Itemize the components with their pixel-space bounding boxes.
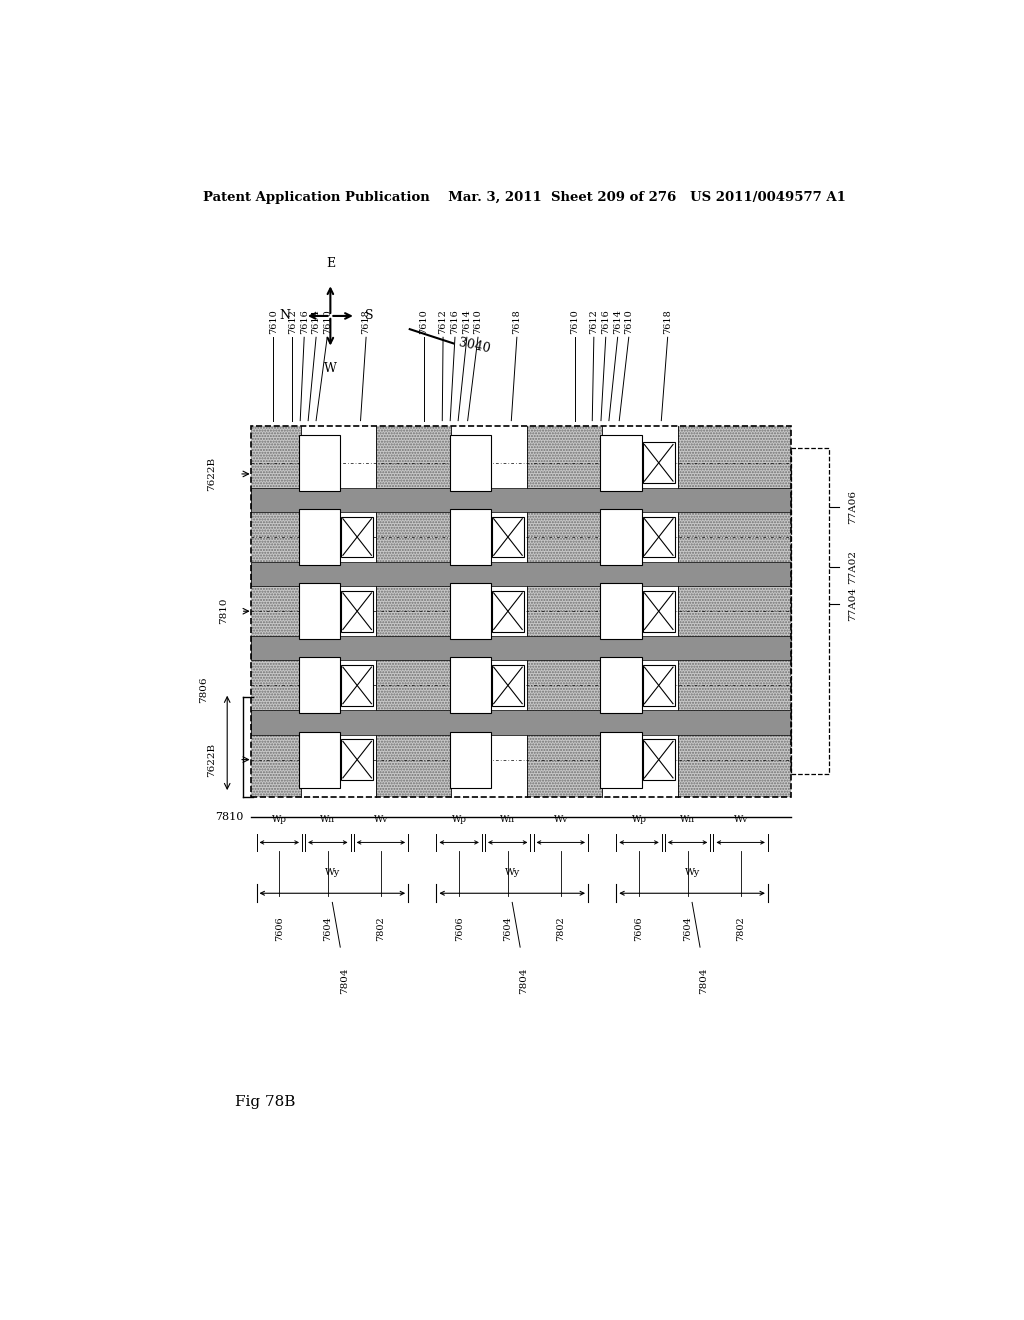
Bar xyxy=(341,739,373,780)
Bar xyxy=(299,434,340,491)
Bar xyxy=(341,516,373,557)
Text: 7614: 7614 xyxy=(311,309,321,334)
Text: Wy: Wy xyxy=(684,869,699,876)
Bar xyxy=(450,657,490,713)
Text: 7616: 7616 xyxy=(601,309,610,334)
Bar xyxy=(251,636,791,660)
Bar xyxy=(643,665,675,706)
Bar xyxy=(251,426,791,797)
Text: 7606: 7606 xyxy=(455,916,464,941)
Text: 7610: 7610 xyxy=(570,309,580,334)
Text: Fig 78B: Fig 78B xyxy=(236,1094,296,1109)
Text: 7610: 7610 xyxy=(420,309,428,334)
Bar xyxy=(341,665,373,706)
Text: N: N xyxy=(280,309,291,322)
Text: S: S xyxy=(366,309,374,322)
Text: 7610: 7610 xyxy=(268,309,278,334)
Bar xyxy=(299,510,340,565)
Text: 7804: 7804 xyxy=(519,968,528,994)
Bar xyxy=(493,665,524,706)
Text: 7604: 7604 xyxy=(324,916,333,941)
Text: 7612: 7612 xyxy=(288,309,297,334)
Bar xyxy=(251,562,791,586)
Text: 77A02: 77A02 xyxy=(848,549,857,583)
Text: 7622B: 7622B xyxy=(207,457,216,491)
Text: 7612: 7612 xyxy=(438,309,447,334)
Text: 7612: 7612 xyxy=(590,309,598,334)
Text: E: E xyxy=(326,257,335,271)
Bar xyxy=(251,710,791,734)
Text: Wv: Wv xyxy=(733,816,748,824)
Text: W: W xyxy=(324,362,337,375)
Text: 7604: 7604 xyxy=(503,916,512,941)
Text: 7810: 7810 xyxy=(215,812,243,822)
Text: 7804: 7804 xyxy=(340,968,349,994)
Text: 77A04: 77A04 xyxy=(848,587,857,620)
Bar xyxy=(493,591,524,631)
Bar xyxy=(299,583,340,639)
Bar xyxy=(251,426,791,797)
Text: Patent Application Publication    Mar. 3, 2011  Sheet 209 of 276   US 2011/00495: Patent Application Publication Mar. 3, 2… xyxy=(204,190,846,203)
Text: 7616: 7616 xyxy=(451,309,460,334)
Bar xyxy=(600,434,642,491)
Bar xyxy=(299,731,340,788)
Text: 7802: 7802 xyxy=(736,916,745,941)
Text: 7618: 7618 xyxy=(361,309,371,334)
Text: Wp: Wp xyxy=(632,816,646,824)
Bar xyxy=(600,583,642,639)
Text: 7618: 7618 xyxy=(664,309,672,334)
Bar xyxy=(299,657,340,713)
Bar xyxy=(341,591,373,631)
Text: Wv: Wv xyxy=(374,816,388,824)
Bar xyxy=(493,516,524,557)
Text: Wn: Wn xyxy=(500,816,515,824)
Text: 7802: 7802 xyxy=(556,916,565,941)
Bar xyxy=(251,426,791,797)
Text: 7614: 7614 xyxy=(613,309,623,334)
Text: 3040: 3040 xyxy=(458,335,492,355)
Text: 7806: 7806 xyxy=(199,676,208,702)
Bar xyxy=(643,516,675,557)
Bar xyxy=(450,731,490,788)
Text: 7622B: 7622B xyxy=(207,743,216,776)
Text: 7616: 7616 xyxy=(300,309,308,334)
Text: 7610: 7610 xyxy=(473,309,482,334)
Bar xyxy=(600,657,642,713)
Text: 7810: 7810 xyxy=(219,598,227,624)
Bar xyxy=(643,442,675,483)
Text: 7610: 7610 xyxy=(323,309,332,334)
Bar xyxy=(450,434,490,491)
Text: Wp: Wp xyxy=(452,816,467,824)
Text: Wy: Wy xyxy=(505,869,520,876)
Bar xyxy=(600,510,642,565)
Bar xyxy=(450,510,490,565)
Text: Wy: Wy xyxy=(325,869,340,876)
Bar xyxy=(452,426,526,797)
Text: Wn: Wn xyxy=(321,816,336,824)
Text: 7606: 7606 xyxy=(274,916,284,941)
Text: Wp: Wp xyxy=(271,816,287,824)
Text: 7604: 7604 xyxy=(683,916,692,941)
Bar xyxy=(251,488,791,512)
Text: 7614: 7614 xyxy=(463,309,471,334)
Bar xyxy=(643,739,675,780)
Text: 7804: 7804 xyxy=(699,968,709,994)
Bar xyxy=(791,447,828,775)
Bar xyxy=(600,731,642,788)
Text: 7610: 7610 xyxy=(625,309,633,334)
Text: 7606: 7606 xyxy=(635,916,643,941)
Bar xyxy=(602,426,678,797)
Text: Wn: Wn xyxy=(680,816,695,824)
Text: 77A06: 77A06 xyxy=(848,490,857,524)
Bar xyxy=(643,591,675,631)
Text: Wv: Wv xyxy=(554,816,568,824)
Bar xyxy=(450,583,490,639)
Text: 7618: 7618 xyxy=(512,309,521,334)
Text: 7802: 7802 xyxy=(377,916,385,941)
Bar xyxy=(301,426,376,797)
